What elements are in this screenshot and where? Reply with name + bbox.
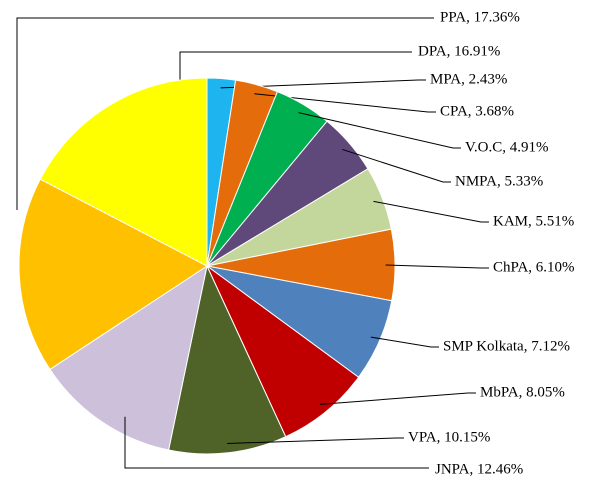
- leader-line: [385, 264, 489, 269]
- data-label: ChPA, 6.10%: [493, 259, 575, 275]
- data-label: DPA, 16.91%: [418, 43, 500, 59]
- leader-line: [370, 336, 439, 348]
- data-label: JNPA, 12.46%: [435, 461, 523, 477]
- leader-line: [16, 17, 434, 210]
- data-label: MbPA, 8.05%: [480, 384, 565, 400]
- leader-line: [124, 416, 429, 469]
- leader-line: [342, 148, 451, 183]
- data-label: NMPA, 5.33%: [455, 173, 543, 189]
- pie-slice: [49, 264, 208, 451]
- data-label: V.O.C, 4.91%: [465, 139, 548, 155]
- data-label: PPA, 17.36%: [440, 9, 520, 25]
- data-label: MPA, 2.43%: [430, 71, 507, 87]
- data-label: KAM, 5.51%: [493, 213, 574, 229]
- leader-line: [298, 112, 461, 149]
- leader-line: [220, 79, 426, 89]
- pie-slice: [205, 264, 360, 438]
- pie-slice: [39, 77, 208, 267]
- pie-slice: [18, 178, 208, 371]
- leader-line: [319, 392, 476, 405]
- data-label: CPA, 3.68%: [440, 103, 514, 119]
- leader-line: [373, 200, 489, 223]
- data-label: SMP Kolkata, 7.12%: [443, 338, 570, 354]
- leader-line: [254, 93, 436, 113]
- data-label: VPA, 10.15%: [408, 429, 490, 445]
- leader-line: [179, 51, 412, 80]
- leader-line: [227, 437, 404, 444]
- pie-slice: [167, 264, 287, 455]
